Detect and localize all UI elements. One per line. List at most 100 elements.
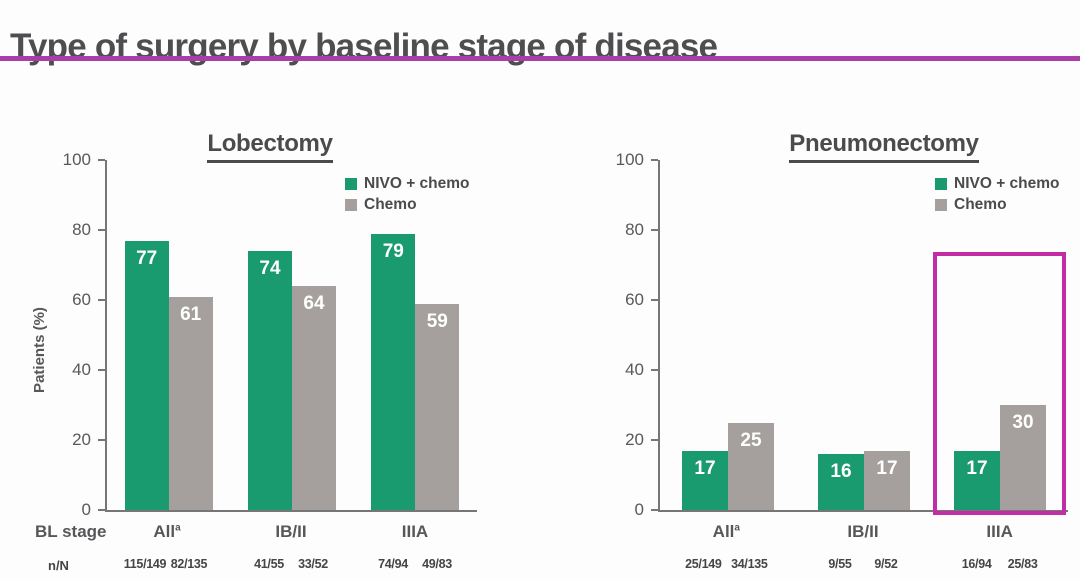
y-tick-label: 40: [72, 360, 91, 379]
chart-panel-lobectomy: Lobectomy NIVO + chemo Chemo Patients (%)…: [0, 90, 540, 579]
y-tick-label: 100: [62, 150, 91, 169]
n-over-N-value: 74/94: [378, 557, 408, 571]
y-tick-mark: [651, 159, 658, 161]
bar-nivo-chemo: 17: [954, 450, 1000, 510]
category-label: IB/II: [817, 522, 909, 542]
legend-swatch-icon: [345, 199, 357, 211]
y-tick-mark: [651, 229, 658, 231]
legend-item: NIVO + chemo: [935, 175, 1060, 192]
legend-swatch-icon: [345, 178, 357, 190]
n-over-N-value: 115/149: [123, 557, 167, 571]
category-label-text: IB/II: [275, 522, 307, 541]
bar-value-label: 64: [303, 293, 325, 314]
bar-group-all: 77 61: [124, 240, 213, 510]
bar-value-label: 17: [694, 457, 716, 479]
legend-label: Chemo: [954, 196, 1007, 213]
bar-value-label: 74: [259, 258, 281, 279]
category-row: Alla IB/II IIIA: [105, 522, 477, 542]
category-label-text: IIIA: [401, 522, 429, 541]
n-over-N-value: 82/135: [170, 557, 208, 571]
y-tick-label: 0: [81, 500, 91, 519]
y-tick-mark: [651, 369, 658, 371]
bar-value-label: 30: [1012, 412, 1034, 433]
n-over-N-row: 25/149 34/135 9/55 9/52 16/94 25/83: [658, 557, 1068, 571]
y-tick-label: 80: [72, 220, 91, 239]
bar-value-label: 17: [966, 457, 988, 479]
bar-chemo: 30: [1000, 405, 1046, 510]
n-over-N-row: 115/149 82/135 41/55 33/52 74/94 49/83: [105, 557, 477, 571]
bar-chemo: 64: [291, 286, 336, 510]
legend-label: NIVO + chemo: [954, 175, 1060, 192]
y-tick-mark: [98, 509, 105, 511]
y-tick-label: 80: [625, 220, 644, 239]
bar-value-label: 61: [180, 303, 202, 325]
bar-nivo-chemo: 16: [818, 454, 864, 510]
y-tick-mark: [98, 159, 105, 161]
bar-nivo-chemo: 17: [682, 450, 728, 510]
bar-nivo-chemo: 74: [247, 251, 292, 510]
bar-value-label: 79: [382, 240, 404, 262]
category-row: Alla IB/II IIIA: [658, 522, 1068, 542]
bar-group-iiia: 17 30: [933, 252, 1066, 515]
category-label-text: All: [712, 522, 735, 541]
bars-container: 77 61 74 64 79 59: [107, 160, 477, 510]
title-rule: [0, 56, 1080, 61]
legend-label: Chemo: [364, 196, 417, 213]
legend-item: Chemo: [345, 196, 470, 213]
y-tick-label: 60: [625, 290, 644, 309]
legend-swatch-icon: [935, 199, 947, 211]
bar-group-ib-ii: 16 17: [818, 450, 910, 510]
legend-swatch-icon: [935, 178, 947, 190]
bar-value-label: 16: [830, 461, 852, 482]
bar-group-iiia: 79 59: [371, 233, 460, 510]
n-over-N-cell: 41/55 33/52: [247, 557, 335, 571]
x-axis-line: [658, 510, 1068, 512]
category-superscript: a: [175, 522, 181, 534]
y-axis-line: [105, 160, 107, 512]
bar-chemo: 17: [864, 450, 910, 510]
n-over-N-value: 25/83: [1007, 557, 1038, 571]
x-axis-line: [105, 510, 477, 512]
y-tick-mark: [651, 299, 658, 301]
bar-chemo: 61: [168, 296, 213, 510]
category-label-text: All: [153, 522, 176, 541]
bar-chemo: 59: [415, 303, 460, 510]
category-label-text: IIIA: [986, 522, 1013, 541]
n-over-N-value: 33/52: [298, 557, 328, 571]
n-over-N-cell: 9/55 9/52: [817, 557, 909, 571]
category-label: Alla: [123, 522, 211, 542]
n-over-N-value: 41/55: [254, 557, 284, 571]
n-over-N-cell: 16/94 25/83: [954, 557, 1046, 571]
n-over-N-cell: 115/149 82/135: [123, 557, 211, 571]
y-axis-label: [571, 270, 591, 430]
legend-item: NIVO + chemo: [345, 175, 470, 192]
n-over-N-value: 9/52: [874, 557, 898, 571]
category-label: IIIA: [371, 522, 459, 542]
y-tick-mark: [98, 439, 105, 441]
n-over-N-value: 49/83: [422, 557, 452, 571]
chart-title: Lobectomy: [70, 130, 470, 163]
n-over-N-cell: 25/149 34/135: [680, 557, 772, 571]
legend-label: NIVO + chemo: [364, 175, 470, 192]
category-superscript: a: [734, 522, 740, 534]
chart-panel-pneumonectomy: Pneumonectomy NIVO + chemo Chemo 17 25 16 17…: [540, 90, 1080, 579]
y-tick-mark: [98, 369, 105, 371]
bar-value-label: 77: [136, 247, 158, 269]
y-tick-mark: [98, 299, 105, 301]
n-over-N-row-label: n/N: [48, 558, 69, 573]
y-tick-mark: [651, 509, 658, 511]
legend-item: Chemo: [935, 196, 1060, 213]
category-label: IIIA: [954, 522, 1046, 542]
y-tick-label: 100: [615, 150, 644, 169]
n-over-N-cell: 74/94 49/83: [371, 557, 459, 571]
y-axis-line: [658, 160, 660, 512]
y-tick-label: 40: [625, 360, 644, 379]
page-title: Type of surgery by baseline stage of dis…: [10, 27, 718, 67]
plot-area: 77 61 74 64 79 59 0 20 40 60 80 100: [63, 150, 477, 519]
chart-title-text: Pneumonectomy: [789, 130, 979, 163]
n-over-N-value: 9/55: [828, 557, 852, 571]
legend: NIVO + chemo Chemo: [345, 175, 470, 219]
bar-value-label: 17: [876, 457, 898, 479]
bar-value-label: 59: [426, 310, 448, 332]
